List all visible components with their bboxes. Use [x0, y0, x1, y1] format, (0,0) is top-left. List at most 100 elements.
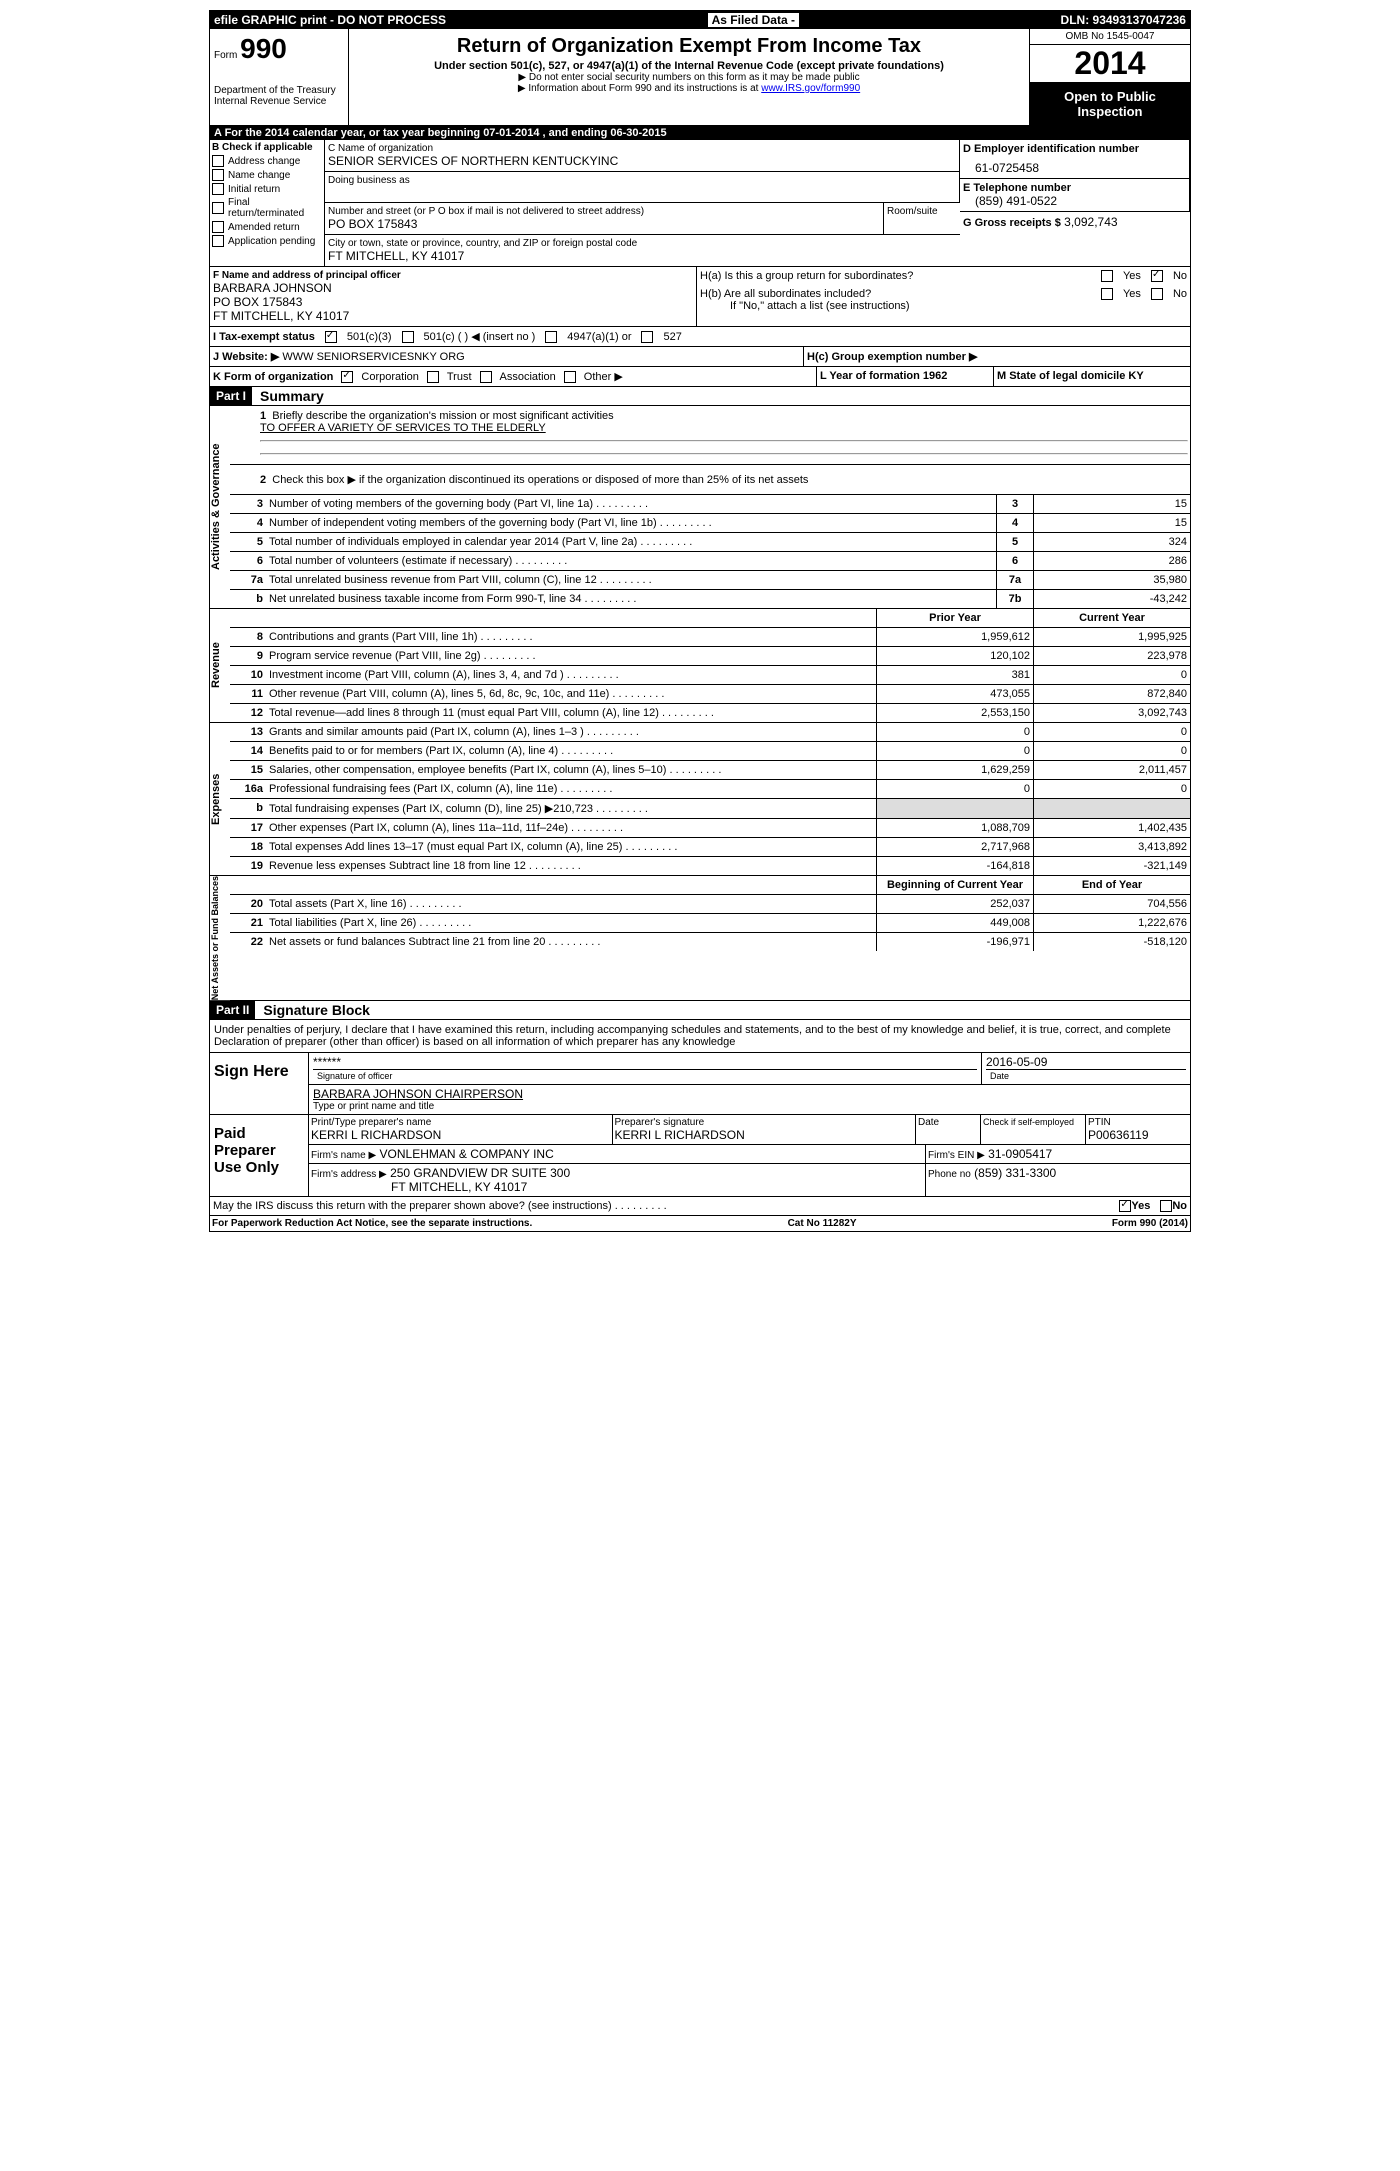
footer-mid: Cat No 11282Y: [788, 1218, 857, 1229]
k-label: K Form of organization: [213, 371, 333, 383]
hb-no-checkbox[interactable]: [1151, 288, 1163, 300]
line-11: 11 Other revenue (Part VIII, column (A),…: [230, 685, 1190, 704]
i-4947-checkbox[interactable]: [545, 331, 557, 343]
prep-sig: KERRI L RICHARDSON: [615, 1128, 914, 1142]
paid-preparer-section: Paid Preparer Use Only Print/Type prepar…: [210, 1115, 1190, 1197]
k-corp-checkbox[interactable]: [341, 371, 353, 383]
ha-group-return: H(a) Is this a group return for subordin…: [700, 270, 1187, 282]
gov-line-6: 6 Total number of volunteers (estimate i…: [230, 552, 1190, 571]
i-501c3-checkbox[interactable]: [325, 331, 337, 343]
prep-name: KERRI L RICHARDSON: [311, 1128, 610, 1142]
line-20: 20 Total assets (Part X, line 16) 252,03…: [230, 895, 1190, 914]
gross-receipts: 3,092,743: [1064, 215, 1117, 229]
check-initial-return[interactable]: Initial return: [212, 183, 322, 195]
sig-officer-label: Signature of officer: [313, 1069, 977, 1082]
firm-name: VONLEHMAN & COMPANY INC: [380, 1147, 554, 1161]
gov-line-4: 4 Number of independent voting members o…: [230, 514, 1190, 533]
line-14: 14 Benefits paid to or for members (Part…: [230, 742, 1190, 761]
tax-status-row: I Tax-exempt status 501(c)(3) 501(c) ( )…: [210, 327, 1190, 347]
addr-label: Number and street (or P O box if mail is…: [328, 206, 880, 217]
city-label: City or town, state or province, country…: [328, 238, 957, 249]
irs-link[interactable]: www.IRS.gov/form990: [761, 83, 860, 94]
end-year-header: End of Year: [1033, 876, 1190, 894]
website-hc-row: J Website: ▶ WWW SENIORSERVICESNKY ORG H…: [210, 347, 1190, 367]
section-b-checkboxes: B Check if applicable Address change Nam…: [210, 140, 325, 266]
line-8: 8 Contributions and grants (Part VIII, l…: [230, 628, 1190, 647]
gov-line-7a: 7a Total unrelated business revenue from…: [230, 571, 1190, 590]
signature-stars: ******: [313, 1055, 977, 1069]
ha-yes-checkbox[interactable]: [1101, 270, 1113, 282]
form-header: Form 990 Department of the Treasury Inte…: [210, 29, 1190, 126]
discuss-yes-checkbox[interactable]: [1119, 1200, 1131, 1212]
firm-ein-label: Firm's EIN ▶: [928, 1150, 985, 1161]
line-22: 22 Net assets or fund balances Subtract …: [230, 933, 1190, 951]
discuss-no-checkbox[interactable]: [1160, 1200, 1172, 1212]
self-employed-check[interactable]: Check if self-employed: [981, 1115, 1086, 1144]
b-label: B Check if applicable: [212, 142, 322, 153]
gov-line-b: b Net unrelated business taxable income …: [230, 590, 1190, 608]
c-name-label: C Name of organization: [328, 143, 956, 154]
tax-year: 2014: [1030, 45, 1190, 83]
treasury-dept: Department of the Treasury: [214, 85, 344, 96]
hb-note: If "No," attach a list (see instructions…: [700, 300, 1187, 312]
firm-ein: 31-0905417: [988, 1147, 1052, 1161]
officer-addr1: PO BOX 175843: [213, 295, 693, 309]
paid-prep-label: Paid Preparer Use Only: [210, 1115, 309, 1196]
website-value: WWW SENIORSERVICESNKY ORG: [282, 351, 464, 363]
sign-here-section: Sign Here ****** Signature of officer 20…: [210, 1053, 1190, 1115]
part-2-header: Part II Signature Block: [210, 1001, 1190, 1020]
firm-phone: (859) 331-3300: [974, 1166, 1056, 1180]
prior-year-header: Prior Year: [876, 609, 1033, 627]
i-label: I Tax-exempt status: [213, 331, 315, 343]
g-gross-label: G Gross receipts $: [963, 217, 1061, 229]
k-l-m-row: K Form of organization Corporation Trust…: [210, 367, 1190, 387]
governance-section: Activities & Governance 1 Briefly descri…: [210, 406, 1190, 609]
ptin-value: P00636119: [1088, 1128, 1188, 1142]
part-1-label: Part I: [210, 387, 252, 405]
officer-h-row: F Name and address of principal officer …: [210, 267, 1190, 327]
firm-addr-label: Firm's address ▶: [311, 1169, 387, 1180]
line-16a: 16a Professional fundraising fees (Part …: [230, 780, 1190, 799]
firm-phone-label: Phone no: [928, 1169, 971, 1180]
firm-name-label: Firm's name ▶: [311, 1150, 376, 1161]
k-trust-checkbox[interactable]: [427, 371, 439, 383]
date-label: Date: [986, 1069, 1186, 1082]
check-name-change[interactable]: Name change: [212, 169, 322, 181]
part-2-label: Part II: [210, 1001, 255, 1019]
check-amended[interactable]: Amended return: [212, 221, 322, 233]
check-address-change[interactable]: Address change: [212, 155, 322, 167]
org-city: FT MITCHELL, KY 41017: [328, 249, 957, 263]
entity-right: D Employer identification number 61-0725…: [960, 140, 1190, 266]
i-501c-checkbox[interactable]: [402, 331, 414, 343]
org-address: PO BOX 175843: [328, 217, 880, 231]
line-10: 10 Investment income (Part VIII, column …: [230, 666, 1190, 685]
prep-name-label: Print/Type preparer's name: [311, 1117, 610, 1128]
k-assoc-checkbox[interactable]: [480, 371, 492, 383]
ha-no-checkbox[interactable]: [1151, 270, 1163, 282]
type-name-label: Type or print name and title: [313, 1101, 1186, 1112]
line-b: b Total fundraising expenses (Part IX, c…: [230, 799, 1190, 819]
dba-label: Doing business as: [328, 175, 956, 186]
perjury-statement: Under penalties of perjury, I declare th…: [210, 1020, 1190, 1053]
gov-line-5: 5 Total number of individuals employed i…: [230, 533, 1190, 552]
i-527-checkbox[interactable]: [641, 331, 653, 343]
line2-label: Check this box ▶ if the organization dis…: [272, 474, 808, 486]
hb-yes-checkbox[interactable]: [1101, 288, 1113, 300]
form-subtitle: Under section 501(c), 527, or 4947(a)(1)…: [353, 60, 1025, 72]
m-state: M State of legal domicile KY: [994, 367, 1190, 386]
revenue-section: Revenue Prior Year Current Year 8 Contri…: [210, 609, 1190, 723]
check-final-return[interactable]: Final return/terminated: [212, 197, 322, 219]
section-a-header: A For the 2014 calendar year, or tax yea…: [210, 126, 1190, 140]
line-21: 21 Total liabilities (Part X, line 26) 4…: [230, 914, 1190, 933]
form-title: Return of Organization Exempt From Incom…: [353, 35, 1025, 58]
d-ein-label: D Employer identification number: [963, 143, 1186, 155]
firm-addr: 250 GRANDVIEW DR SUITE 300: [390, 1166, 570, 1180]
dln: DLN: 93493137047236: [1061, 13, 1186, 27]
k-other-checkbox[interactable]: [564, 371, 576, 383]
page-footer: For Paperwork Reduction Act Notice, see …: [210, 1216, 1190, 1231]
hc-label: H(c) Group exemption number ▶: [807, 351, 977, 363]
line1-label: Briefly describe the organization's miss…: [272, 410, 613, 422]
check-pending[interactable]: Application pending: [212, 235, 322, 247]
f-officer-label: F Name and address of principal officer: [213, 270, 693, 281]
l-year-formation: L Year of formation 1962: [817, 367, 994, 386]
